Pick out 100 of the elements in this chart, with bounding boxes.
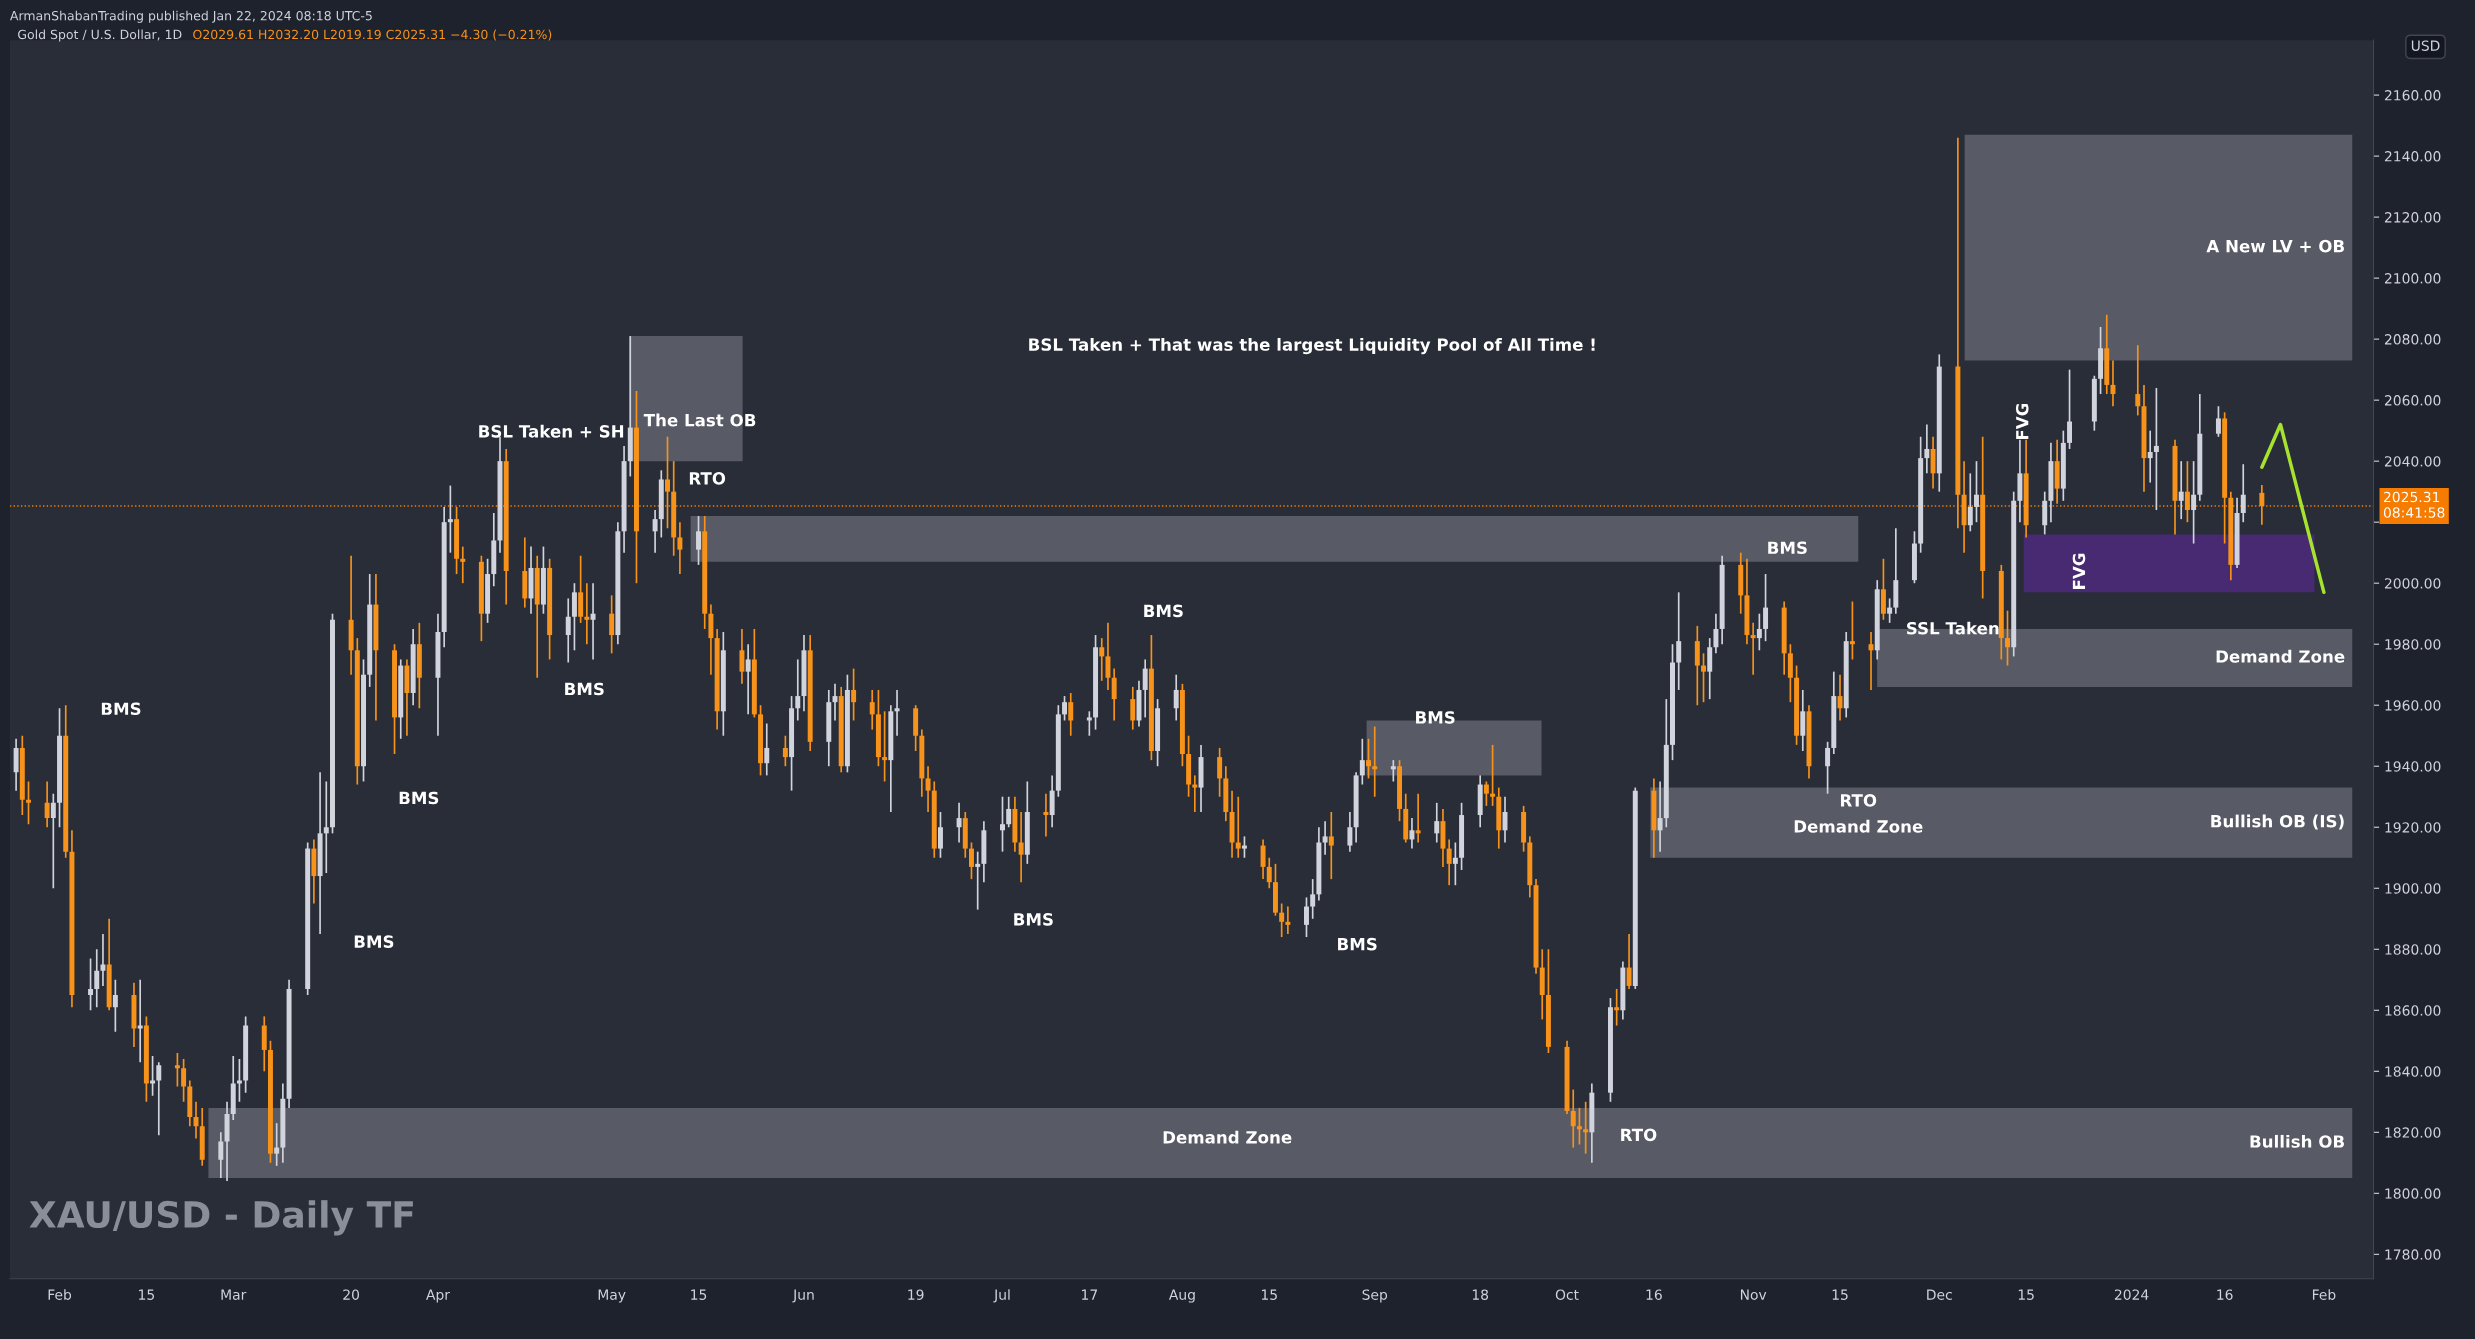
candlestick bbox=[1576, 1107, 1582, 1146]
candlestick bbox=[1409, 817, 1415, 850]
candlestick bbox=[696, 515, 701, 566]
candlestick bbox=[565, 597, 571, 664]
candlestick bbox=[782, 734, 788, 768]
x-tick-label: 15 bbox=[2018, 1289, 2034, 1300]
ref-line-label: 2025.31 08:41:58 bbox=[2383, 491, 2445, 518]
candlestick bbox=[1310, 878, 1316, 920]
candlestick bbox=[1043, 792, 1049, 838]
annotation: BMS bbox=[101, 702, 141, 716]
x-tick-label: 16 bbox=[1646, 1289, 1662, 1300]
y-tick-label: 2100.00 bbox=[2384, 273, 2441, 284]
candlestick bbox=[1763, 573, 1769, 642]
candlestick bbox=[969, 841, 974, 880]
candlestick bbox=[882, 710, 888, 783]
annotation: The Last OB bbox=[643, 413, 756, 427]
candlestick bbox=[112, 978, 118, 1033]
candlestick bbox=[50, 792, 56, 890]
annotation: BMS bbox=[1416, 711, 1455, 724]
band-label: Bullish OB bbox=[2250, 1134, 2344, 1148]
candlestick bbox=[460, 545, 466, 585]
candlestick bbox=[1304, 896, 1309, 938]
candlestick bbox=[218, 1131, 224, 1179]
annotation: FVG bbox=[2072, 553, 2086, 589]
y-tick-label: 1780.00 bbox=[2385, 1249, 2441, 1260]
candlestick bbox=[181, 1058, 187, 1103]
x-tick-label: 15 bbox=[139, 1289, 155, 1300]
candlestick bbox=[584, 582, 590, 646]
candlestick bbox=[1626, 933, 1632, 990]
annotation: SSL Taken bbox=[1907, 621, 1999, 635]
annotation: BSL Taken + That was the largest Liquidity Pool of All Time ! bbox=[1029, 337, 1595, 355]
candlestick bbox=[925, 765, 931, 813]
candlestick bbox=[1173, 673, 1179, 722]
annotation: BMS bbox=[565, 682, 604, 696]
candlestick bbox=[88, 957, 94, 1012]
candlestick bbox=[894, 689, 900, 737]
x-tick-label: 19 bbox=[908, 1289, 924, 1300]
x-tick-label: 17 bbox=[1082, 1289, 1097, 1300]
chart-subtitle: O2029.61 H2032.20 L2019.19 C2025.31 −4.30 (−0.21%) bbox=[193, 29, 552, 41]
candlestick bbox=[274, 1122, 280, 1167]
candlestick bbox=[1750, 622, 1756, 676]
y-tick-label: 1800.00 bbox=[2385, 1188, 2441, 1199]
candlestick bbox=[1868, 631, 1874, 691]
candlestick bbox=[1974, 460, 1979, 524]
y-tick-label: 2120.00 bbox=[2384, 212, 2441, 223]
x-tick-label: Jun bbox=[792, 1289, 814, 1303]
candlestick bbox=[590, 582, 596, 661]
candlestick bbox=[1390, 759, 1396, 783]
y-tick-label: 2040.00 bbox=[2384, 456, 2441, 467]
candlestick bbox=[795, 658, 801, 722]
candlestick bbox=[1849, 600, 1855, 661]
candlestick bbox=[1105, 622, 1111, 691]
candlestick bbox=[851, 667, 857, 722]
candlestick bbox=[1967, 472, 1973, 533]
candlestick bbox=[665, 435, 670, 530]
y-tick-label: 2060.00 bbox=[2384, 395, 2441, 406]
y-tick-label: 1840.00 bbox=[2385, 1066, 2441, 1077]
y-tick-label: 1880.00 bbox=[2385, 944, 2441, 955]
annotation: RTO bbox=[1621, 1128, 1657, 1142]
x-tick-label: 15 bbox=[691, 1289, 707, 1300]
x-tick-label: 15 bbox=[1832, 1289, 1848, 1300]
annotation: FVG bbox=[2015, 403, 2029, 440]
candlestick bbox=[1235, 795, 1241, 859]
candlestick bbox=[1452, 841, 1458, 887]
candlestick bbox=[1006, 795, 1012, 829]
candlestick bbox=[26, 780, 31, 826]
x-tick-label: Dec bbox=[1927, 1289, 1952, 1300]
candlestick bbox=[1887, 597, 1893, 624]
candlestick bbox=[1366, 737, 1371, 780]
candlestick bbox=[1241, 835, 1247, 859]
y-tick-label: 1920.00 bbox=[2385, 822, 2441, 833]
candlestick bbox=[1322, 820, 1328, 856]
candlestick bbox=[2240, 463, 2246, 524]
band-label: Demand Zone bbox=[2216, 649, 2345, 663]
x-tick-label: May bbox=[598, 1289, 626, 1303]
band-label: Bullish OB (IS) bbox=[2211, 814, 2344, 830]
candlestick bbox=[1260, 838, 1266, 880]
candlestick bbox=[1279, 902, 1285, 938]
x-tick-label: 2024 bbox=[2114, 1289, 2149, 1300]
candlestick bbox=[1347, 811, 1353, 853]
candlestick bbox=[447, 484, 453, 554]
x-tick-label: 20 bbox=[343, 1289, 360, 1300]
annotation: Demand Zone bbox=[1794, 819, 1923, 833]
candlestick bbox=[1359, 737, 1365, 786]
candlestick bbox=[1062, 695, 1068, 722]
annotation: BMS bbox=[1338, 937, 1377, 951]
candlestick bbox=[2191, 460, 2197, 545]
candlestick bbox=[1483, 780, 1489, 807]
x-tick-label: Aug bbox=[1168, 1289, 1195, 1303]
candlestick bbox=[869, 689, 875, 731]
candlestick bbox=[609, 594, 615, 655]
candlestick bbox=[2153, 387, 2159, 511]
candlestick bbox=[174, 1052, 180, 1088]
candlestick bbox=[1111, 667, 1117, 722]
annotation: BMS bbox=[399, 791, 439, 805]
candlestick bbox=[1068, 692, 1074, 737]
candlestick bbox=[1434, 802, 1440, 844]
candlestick bbox=[1446, 838, 1452, 887]
candlestick bbox=[2215, 405, 2221, 438]
band-label: A New LV + OB bbox=[2206, 239, 2344, 253]
